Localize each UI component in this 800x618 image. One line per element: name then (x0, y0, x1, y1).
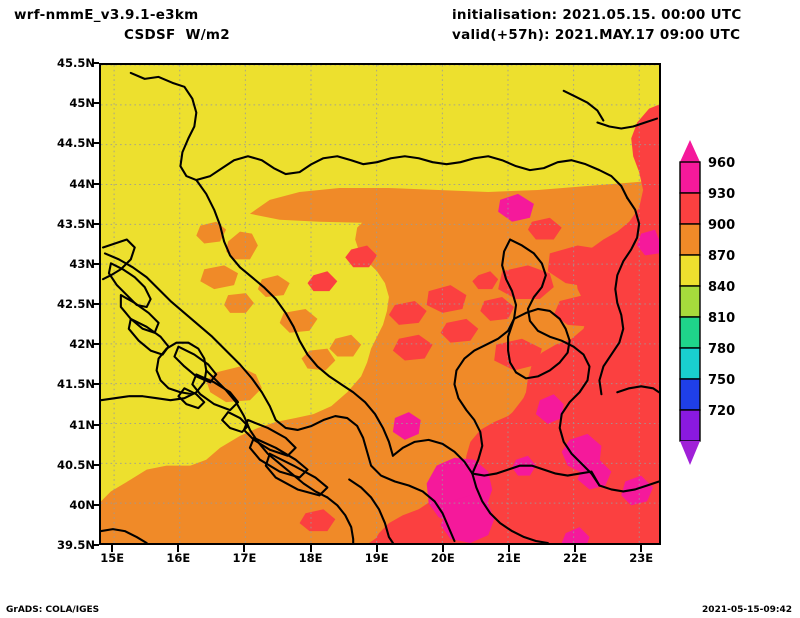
latitude-tick-label: 41N (69, 417, 95, 432)
render-timestamp: 2021-05-15-09:42 (702, 605, 792, 615)
colorbar-tick-label: 870 (708, 249, 735, 264)
latitude-tick-label: 40.5N (57, 457, 95, 472)
colorbar-tick-label: 900 (708, 218, 735, 233)
latitude-tick-mark (92, 463, 99, 466)
latitude-tick-label: 42.5N (57, 297, 95, 311)
colorbar-band (679, 316, 701, 349)
latitude-tick-mark (92, 544, 99, 546)
colorbar-tick-label: 720 (708, 404, 735, 419)
longitude-tick-mark (375, 545, 378, 552)
latitude-tick-mark (92, 262, 99, 265)
latitude-tick-label: 41.5N (57, 377, 95, 392)
latitude-tick-mark (92, 423, 99, 426)
longitude-tick-mark (574, 545, 577, 552)
longitude-tick-mark (177, 545, 180, 552)
longitude-tick-mark (507, 545, 510, 552)
latitude-tick-label: 45N (69, 96, 95, 111)
longitude-tick-mark (640, 545, 643, 552)
longitude-tick-label: 22E (563, 551, 587, 565)
latitude-tick-label: 43N (69, 256, 95, 271)
longitude-tick-label: 17E (232, 551, 257, 565)
colorbar-legend: 960 930 900 870 840 810 780 750 720 (676, 140, 796, 465)
colorbar-tick-label: 930 (708, 187, 735, 202)
colorbar-tick-label: 780 (708, 342, 735, 357)
latitude-tick-mark (92, 303, 99, 305)
initialisation-time: initialisation: 2021.05.15. 00:00 UTC (452, 7, 742, 23)
colorbar-tick-label: 840 (708, 280, 735, 295)
colorbar-band (679, 254, 701, 287)
colorbar-band (679, 161, 701, 194)
colorbar-swatches: 960 930 900 870 840 810 780 750 720 (679, 140, 735, 465)
colorbar-tick-label: 750 (708, 373, 735, 388)
colorbar-tick-label: 960 (708, 156, 735, 171)
latitude-tick-mark (92, 142, 99, 145)
latitude-tick-mark (92, 343, 99, 346)
latitude-tick-label: 44.5N (57, 136, 95, 151)
longitude-tick-mark (309, 545, 312, 552)
longitude-tick-mark (243, 545, 246, 552)
latitude-tick-mark (92, 102, 99, 105)
longitude-tick-label: 20E (430, 551, 455, 565)
valid-time: valid(+57h): 2021.MAY.17 09:00 UTC (452, 27, 741, 43)
colorbar-band (679, 378, 701, 411)
colorbar-over-arrow (680, 140, 700, 162)
longitude-axis: 15E 16E 17E 18E 19E 20E 21E 22E 23E (99, 549, 661, 571)
colorbar-band (679, 347, 701, 380)
latitude-tick-label: 42N (69, 337, 95, 352)
colorbar-band (679, 285, 701, 318)
latitude-tickmarks (0, 62, 99, 546)
colorbar-tick-label: 810 (708, 311, 735, 326)
map-plot-area (99, 63, 661, 545)
latitude-tick-label: 44N (69, 176, 95, 191)
longitude-tick-mark (111, 545, 114, 552)
colorbar-band (679, 409, 701, 442)
longitude-tick-label: 21E (496, 551, 521, 565)
latitude-tick-mark (92, 62, 99, 64)
colorbar-band (679, 192, 701, 225)
variable-label: CSDSF W/m2 (123, 27, 230, 43)
latitude-tick-label: 45.5N (57, 56, 95, 70)
latitude-tick-label: 39.5N (57, 538, 95, 552)
latitude-tick-label: 43.5N (57, 216, 95, 231)
model-title: wrf-nmmE_v3.9.1-e3km (14, 7, 199, 23)
colorbar-under-arrow (680, 441, 700, 465)
map-coastlines (101, 71, 659, 543)
latitude-tick-mark (92, 503, 99, 506)
latitude-tick-label: 40N (69, 497, 95, 512)
latitude-tick-mark (92, 182, 99, 185)
latitude-tick-mark (92, 383, 99, 386)
longitude-tickmarks (99, 545, 661, 554)
longitude-tick-label: 23E (629, 551, 654, 565)
colorbar-band (679, 223, 701, 256)
field-band-960 (299, 104, 659, 543)
map-gridlines (101, 65, 659, 543)
latitude-axis: 45.5N 45N 44.5N 44N 43.5N 43N 42.5N 42N 41.5N 41N… (0, 56, 95, 552)
longitude-tick-mark (441, 545, 444, 552)
grads-credit: GrADS: COLA/IGES (6, 605, 100, 615)
longitude-tick-label: 16E (166, 551, 191, 565)
longitude-tick-label: 19E (364, 551, 389, 565)
latitude-tick-mark (92, 222, 99, 225)
longitude-tick-label: 18E (298, 551, 323, 565)
map-field-canvas (101, 65, 659, 543)
longitude-tick-label: 15E (100, 551, 125, 565)
